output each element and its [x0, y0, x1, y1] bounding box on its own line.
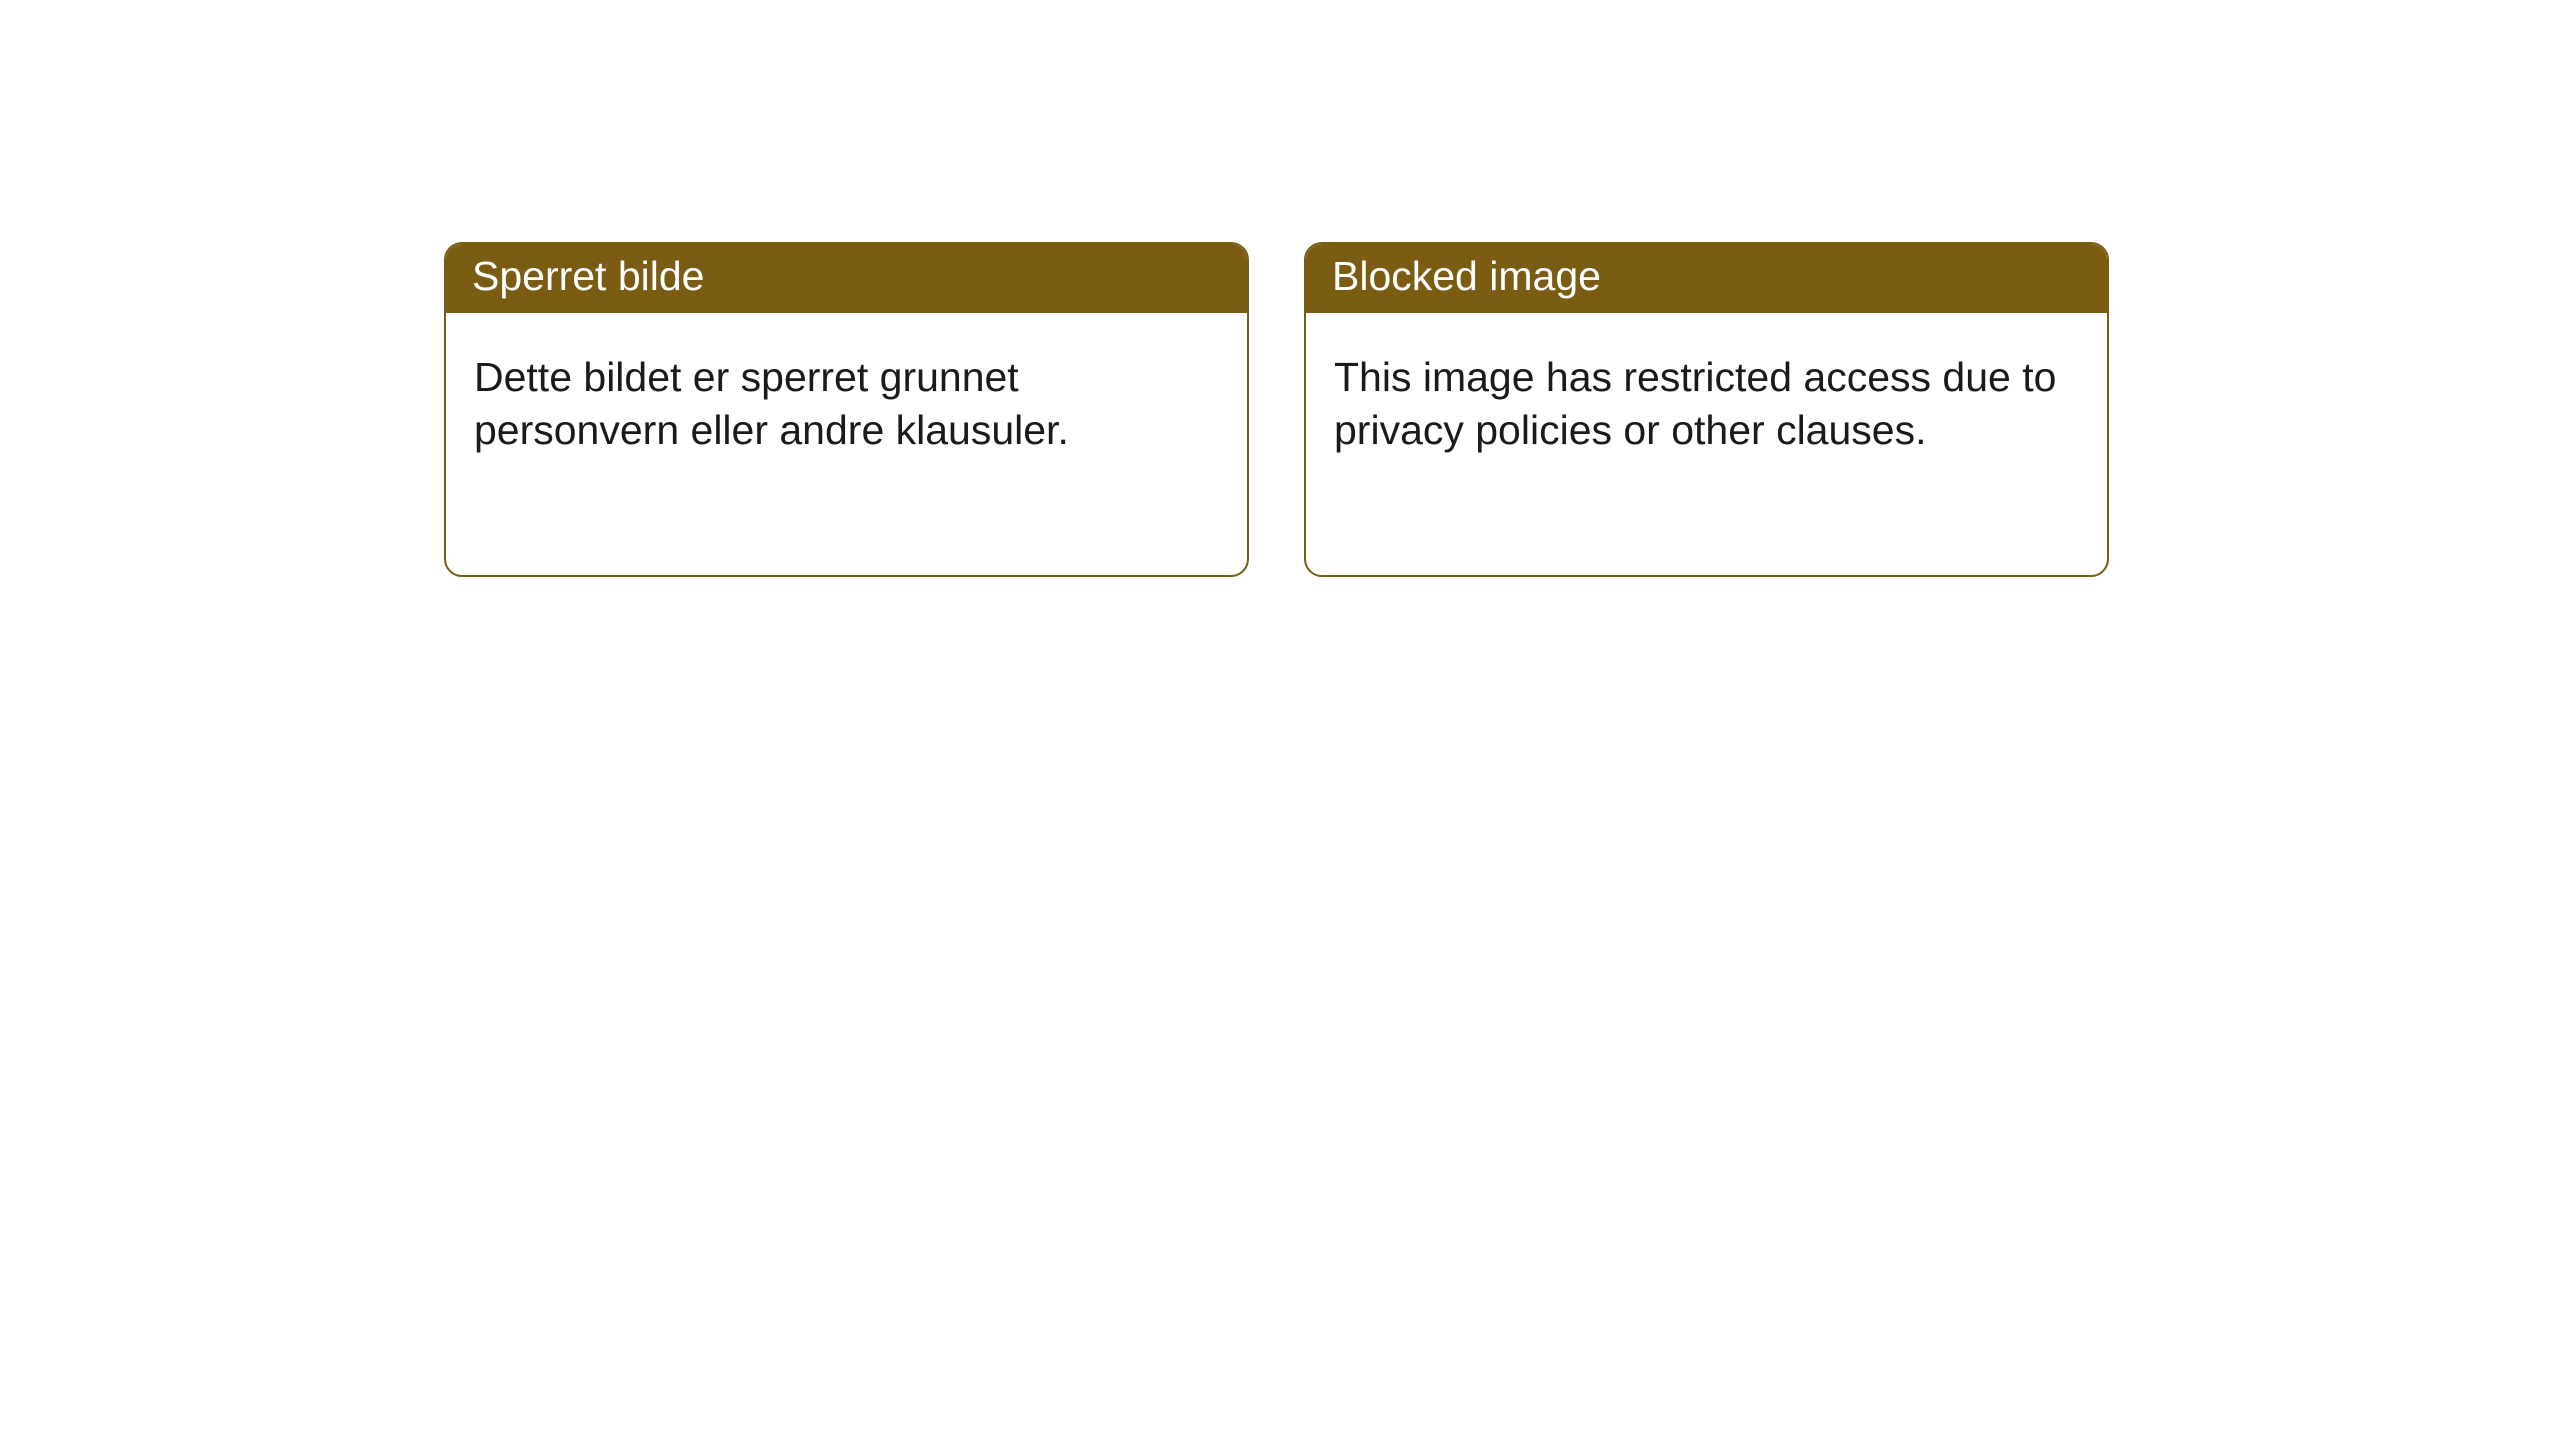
notice-title-english: Blocked image	[1306, 244, 2107, 313]
notice-body-norwegian: Dette bildet er sperret grunnet personve…	[446, 313, 1247, 484]
notice-container: Sperret bilde Dette bildet er sperret gr…	[0, 0, 2560, 577]
notice-card-norwegian: Sperret bilde Dette bildet er sperret gr…	[444, 242, 1249, 577]
notice-card-english: Blocked image This image has restricted …	[1304, 242, 2109, 577]
notice-body-english: This image has restricted access due to …	[1306, 313, 2107, 484]
notice-title-norwegian: Sperret bilde	[446, 244, 1247, 313]
